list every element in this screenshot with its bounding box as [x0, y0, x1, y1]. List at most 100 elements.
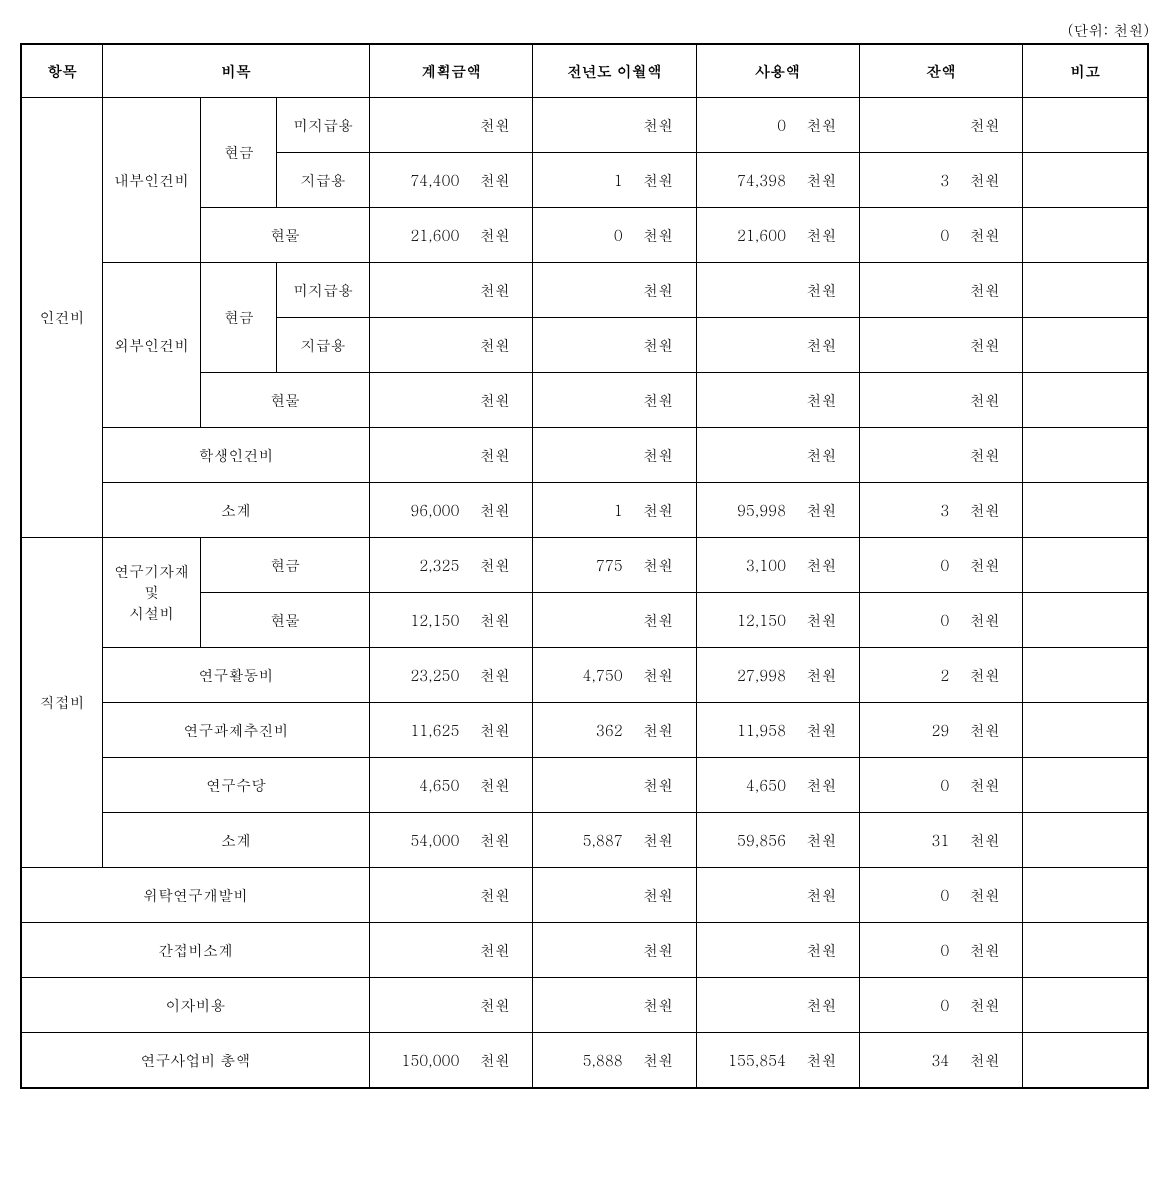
cell-value: 11,958	[696, 703, 794, 758]
cell-unit: 천원	[794, 703, 859, 758]
cell-unit: 천원	[631, 1033, 696, 1089]
cell-remark	[1023, 98, 1148, 153]
cell-value: 34	[859, 1033, 957, 1089]
cell-value	[533, 428, 631, 483]
lbl-cash: 현금	[201, 538, 370, 593]
cell-unit: 천원	[957, 703, 1022, 758]
cell-value	[533, 758, 631, 813]
cell-value	[369, 923, 467, 978]
cell-value	[533, 868, 631, 923]
cell-unit: 천원	[794, 208, 859, 263]
hdr-remark: 비고	[1023, 44, 1148, 98]
lbl-activity: 연구활동비	[103, 648, 370, 703]
hdr-carryover: 전년도 이월액	[533, 44, 696, 98]
cell-value: 4,650	[696, 758, 794, 813]
cell-unit: 천원	[794, 868, 859, 923]
cell-value	[369, 978, 467, 1033]
table-row: 인건비 내부인건비 현금 미지급용 천원 천원 0천원 천원	[21, 98, 1148, 153]
cell-remark	[1023, 538, 1148, 593]
cell-value: 21,600	[369, 208, 467, 263]
table-row: 연구과제추진비 11,625천원 362천원 11,958천원 29천원	[21, 703, 1148, 758]
table-row: 연구사업비 총액 150,000천원 5,888천원 155,854천원 34천…	[21, 1033, 1148, 1089]
lbl-indirect: 간접비소계	[21, 923, 369, 978]
lbl-inkind: 현물	[201, 373, 370, 428]
lbl-external: 외부인건비	[103, 263, 201, 428]
lbl-inkind: 현물	[201, 208, 370, 263]
cell-value	[859, 428, 957, 483]
cell-unit: 천원	[467, 98, 532, 153]
cell-value: 95,998	[696, 483, 794, 538]
cell-value	[859, 263, 957, 318]
cell-unit: 천원	[957, 483, 1022, 538]
cell-value: 0	[859, 593, 957, 648]
cell-value: 5,887	[533, 813, 631, 868]
cell-unit: 천원	[631, 263, 696, 318]
cell-value	[859, 318, 957, 373]
cell-value: 2	[859, 648, 957, 703]
cell-unit: 천원	[631, 318, 696, 373]
cell-unit: 천원	[631, 153, 696, 208]
cell-unit: 천원	[794, 923, 859, 978]
cell-value	[696, 373, 794, 428]
cell-unit: 천원	[957, 208, 1022, 263]
cell-unit: 천원	[631, 813, 696, 868]
cell-value	[533, 263, 631, 318]
cell-unit: 천원	[957, 758, 1022, 813]
cell-value	[533, 373, 631, 428]
cell-remark	[1023, 483, 1148, 538]
cell-value: 4,750	[533, 648, 631, 703]
cell-unit: 천원	[467, 868, 532, 923]
cell-unit: 천원	[794, 98, 859, 153]
cell-value	[369, 373, 467, 428]
cell-unit: 천원	[794, 263, 859, 318]
cell-value: 5,888	[533, 1033, 631, 1089]
lbl-total: 연구사업비 총액	[21, 1033, 369, 1089]
cell-unit: 천원	[794, 758, 859, 813]
cell-unit: 천원	[631, 648, 696, 703]
cell-unit: 천원	[957, 923, 1022, 978]
cell-unit: 천원	[794, 318, 859, 373]
cell-value: 0	[859, 978, 957, 1033]
cell-remark	[1023, 813, 1148, 868]
cell-unit: 천원	[957, 593, 1022, 648]
cell-unit: 천원	[794, 978, 859, 1033]
cell-value: 29	[859, 703, 957, 758]
lbl-cash: 현금	[201, 98, 277, 208]
cell-value	[696, 923, 794, 978]
cell-unit: 천원	[467, 923, 532, 978]
cell-value	[533, 923, 631, 978]
cell-unit: 천원	[631, 483, 696, 538]
cell-unit: 천원	[957, 263, 1022, 318]
cell-value: 0	[859, 208, 957, 263]
cell-remark	[1023, 593, 1148, 648]
header-row: 항목 비목 계획금액 전년도 이월액 사용액 잔액 비고	[21, 44, 1148, 98]
cell-unit: 천원	[631, 868, 696, 923]
cell-value: 0	[696, 98, 794, 153]
cell-value: 775	[533, 538, 631, 593]
lbl-allowance: 연구수당	[103, 758, 370, 813]
cell-unit: 천원	[631, 98, 696, 153]
lbl-paid: 지급용	[277, 153, 370, 208]
cell-unit: 천원	[467, 703, 532, 758]
cell-unit: 천원	[467, 813, 532, 868]
cell-unit: 천원	[957, 318, 1022, 373]
cell-value: 4,650	[369, 758, 467, 813]
lbl-subtotal: 소계	[103, 483, 370, 538]
cell-value	[533, 318, 631, 373]
cell-value: 0	[859, 538, 957, 593]
cell-remark	[1023, 373, 1148, 428]
cell-unit: 천원	[467, 593, 532, 648]
cell-unit: 천원	[794, 1033, 859, 1089]
lbl-unpaid: 미지급용	[277, 98, 370, 153]
lbl-interest: 이자비용	[21, 978, 369, 1033]
cell-value	[533, 593, 631, 648]
cell-value: 3,100	[696, 538, 794, 593]
cell-remark	[1023, 153, 1148, 208]
table-row: 소계 54,000천원 5,887천원 59,856천원 31천원	[21, 813, 1148, 868]
lbl-direct: 직접비	[21, 538, 103, 868]
table-row: 외부인건비 현금 미지급용 천원 천원 천원 천원	[21, 263, 1148, 318]
cell-remark	[1023, 648, 1148, 703]
lbl-unpaid: 미지급용	[277, 263, 370, 318]
cell-value: 59,856	[696, 813, 794, 868]
cell-remark	[1023, 703, 1148, 758]
